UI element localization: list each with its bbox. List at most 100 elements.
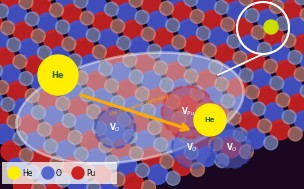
Circle shape (202, 10, 223, 30)
Circle shape (13, 131, 27, 145)
Circle shape (111, 96, 125, 110)
Ellipse shape (16, 53, 244, 163)
Circle shape (43, 63, 57, 77)
Circle shape (105, 79, 119, 93)
Circle shape (123, 129, 137, 143)
Circle shape (184, 69, 198, 83)
Circle shape (257, 9, 278, 29)
Circle shape (123, 97, 143, 117)
Text: O: O (56, 169, 62, 177)
Circle shape (7, 158, 27, 178)
Circle shape (92, 122, 107, 136)
Circle shape (129, 0, 143, 7)
Circle shape (111, 63, 131, 83)
Circle shape (129, 70, 143, 84)
Circle shape (105, 122, 125, 143)
Circle shape (276, 16, 290, 30)
Circle shape (81, 164, 95, 178)
Circle shape (80, 88, 94, 102)
Circle shape (245, 9, 259, 22)
Circle shape (276, 93, 290, 107)
Circle shape (1, 21, 15, 35)
Circle shape (184, 0, 198, 6)
Circle shape (44, 106, 64, 126)
Circle shape (68, 130, 82, 144)
Circle shape (172, 35, 186, 49)
Circle shape (13, 22, 33, 42)
Circle shape (257, 42, 271, 56)
Circle shape (0, 124, 15, 144)
Circle shape (227, 2, 247, 22)
Circle shape (92, 45, 106, 59)
Circle shape (117, 80, 137, 100)
Circle shape (13, 55, 27, 69)
Circle shape (282, 77, 302, 97)
Circle shape (264, 26, 284, 46)
Circle shape (129, 146, 143, 160)
Circle shape (50, 47, 70, 67)
Circle shape (264, 136, 278, 150)
Circle shape (160, 45, 180, 65)
Circle shape (87, 148, 107, 168)
Circle shape (215, 0, 229, 14)
Circle shape (264, 59, 278, 73)
Circle shape (166, 95, 180, 109)
Circle shape (37, 90, 57, 109)
Circle shape (166, 0, 186, 5)
Circle shape (166, 171, 180, 185)
Text: He: He (22, 169, 32, 177)
Circle shape (81, 131, 100, 151)
Circle shape (123, 173, 143, 189)
Circle shape (142, 147, 162, 167)
Circle shape (209, 27, 229, 47)
Circle shape (80, 55, 100, 75)
Circle shape (62, 81, 82, 101)
Circle shape (38, 166, 58, 186)
Circle shape (135, 87, 149, 101)
Circle shape (74, 0, 88, 8)
Circle shape (190, 86, 204, 100)
Circle shape (190, 9, 204, 23)
Circle shape (202, 120, 217, 134)
Circle shape (147, 88, 168, 108)
Circle shape (276, 0, 296, 4)
Circle shape (162, 86, 214, 138)
Circle shape (245, 85, 259, 99)
Circle shape (251, 102, 265, 116)
Circle shape (111, 139, 131, 159)
Circle shape (98, 29, 119, 49)
Circle shape (239, 145, 253, 159)
Circle shape (0, 64, 2, 77)
Circle shape (294, 111, 304, 131)
Circle shape (172, 128, 212, 168)
Circle shape (154, 138, 168, 152)
Circle shape (62, 113, 76, 127)
Circle shape (251, 0, 271, 12)
Circle shape (166, 18, 180, 32)
Circle shape (294, 34, 304, 54)
Circle shape (196, 26, 210, 40)
Circle shape (37, 46, 51, 60)
Circle shape (276, 60, 296, 80)
Circle shape (197, 146, 217, 167)
Circle shape (202, 43, 216, 57)
Circle shape (135, 10, 149, 24)
Circle shape (92, 89, 112, 109)
Circle shape (184, 36, 204, 56)
Circle shape (111, 19, 125, 33)
Circle shape (8, 167, 20, 179)
Circle shape (166, 139, 186, 159)
Circle shape (31, 73, 51, 93)
Circle shape (270, 0, 284, 14)
Circle shape (56, 140, 76, 160)
Circle shape (221, 0, 241, 5)
Circle shape (56, 0, 76, 7)
Circle shape (251, 25, 265, 39)
Circle shape (1, 0, 21, 8)
Circle shape (172, 112, 186, 126)
Circle shape (233, 51, 247, 65)
Text: V$_O$: V$_O$ (186, 142, 198, 154)
Circle shape (86, 105, 100, 119)
Circle shape (282, 33, 296, 47)
Circle shape (160, 1, 174, 15)
